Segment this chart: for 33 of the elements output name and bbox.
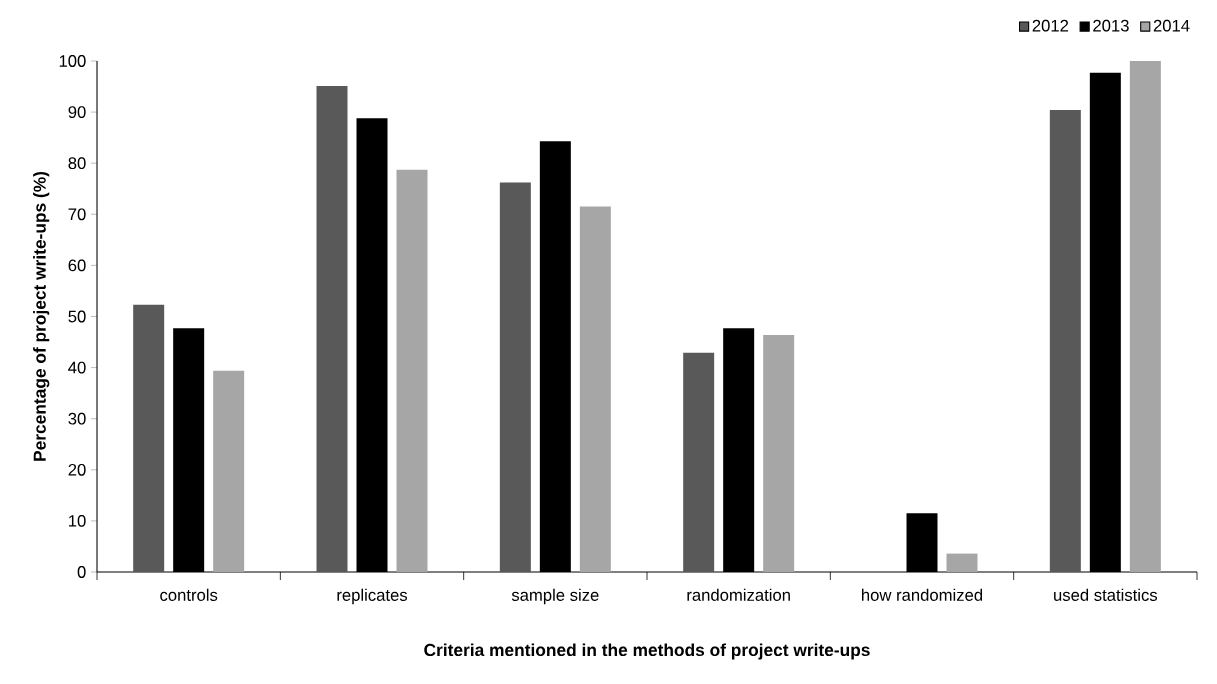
y-tick-label: 100 — [59, 55, 86, 67]
x-tick-label: how randomized — [862, 588, 983, 601]
y-axis-title: Percentage of project write-ups (%) — [33, 171, 50, 461]
bar — [316, 86, 348, 572]
legend-label: 2014 — [1153, 19, 1190, 32]
x-axis-title: Criteria mentioned in the methods of project write-ups — [424, 643, 870, 660]
x-tick-label: sample size — [511, 588, 599, 605]
y-tick-label: 40 — [68, 361, 86, 374]
y-tick-label: 60 — [68, 259, 86, 272]
x-tick-label: replicates — [337, 588, 408, 605]
y-tick-label: 20 — [68, 463, 86, 476]
y-tick-label: 90 — [68, 106, 86, 118]
x-tick-label: controls — [160, 588, 218, 601]
bar — [683, 352, 715, 572]
bar — [213, 370, 245, 572]
y-tick-label: 80 — [68, 157, 86, 170]
y-tick-label: 0 — [77, 566, 86, 578]
y-tick-label: 10 — [69, 515, 86, 527]
bar — [946, 553, 978, 572]
y-tick-label: 70 — [68, 208, 86, 221]
bar — [1049, 110, 1081, 572]
legend-label: 2013 — [1093, 19, 1129, 32]
bar — [133, 304, 165, 572]
legend-label: 2012 — [1032, 19, 1069, 32]
bar — [579, 206, 611, 572]
x-tick-label: used statistics — [1054, 588, 1158, 601]
y-tick-label: 30 — [68, 412, 86, 425]
x-tick-label: randomization — [687, 588, 790, 601]
bar — [1129, 60, 1161, 572]
bar — [499, 182, 531, 572]
bar — [396, 169, 428, 572]
y-tick-label: 50 — [68, 310, 86, 323]
bar — [763, 334, 795, 572]
